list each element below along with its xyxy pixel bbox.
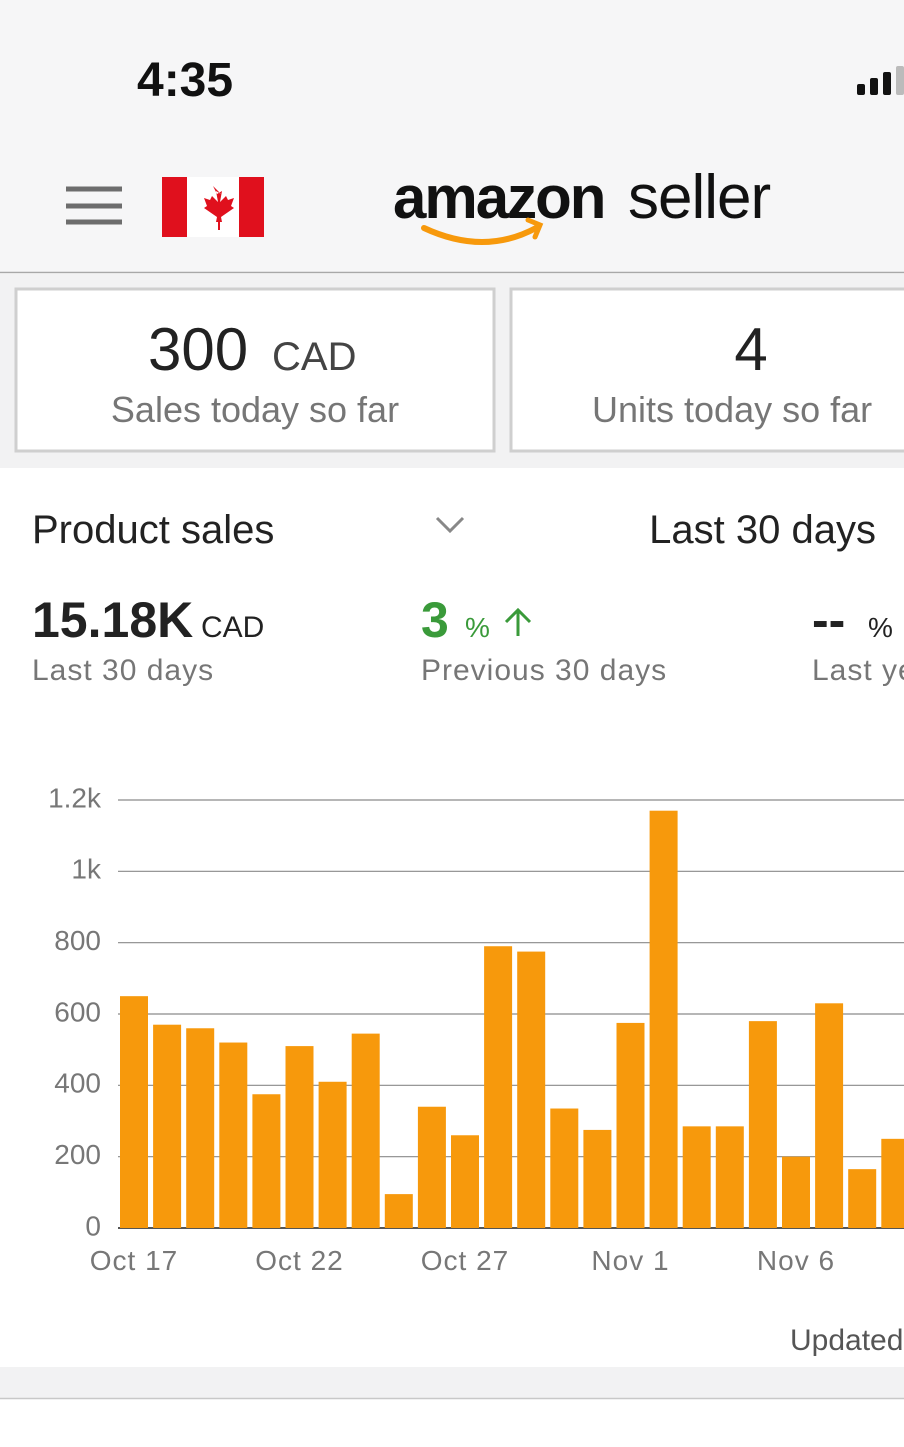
yoy-unit: % <box>868 612 893 643</box>
units-card[interactable] <box>509 287 904 453</box>
y-tick-label: 600 <box>54 996 101 1027</box>
bar <box>616 1022 645 1228</box>
total-value: 15.18K <box>32 592 193 648</box>
bar <box>649 810 678 1228</box>
change-value: 3 <box>421 592 449 648</box>
bar <box>451 1135 479 1228</box>
y-tick-label: 200 <box>54 1139 101 1170</box>
bar <box>153 1024 182 1228</box>
bar <box>417 1106 446 1228</box>
bar <box>219 1042 248 1228</box>
chart: 0 200 400 600 800 1k 1.2k Oct 17 Oct 22 Oct 27 Nov… <box>48 782 904 1276</box>
x-tick-label: Oct 22 <box>255 1245 343 1276</box>
yoy-value: -- <box>812 592 845 648</box>
y-tick-label: 1k <box>71 854 102 885</box>
logo-light: seller <box>628 163 771 232</box>
bar <box>550 1108 579 1228</box>
metric-select[interactable]: Product sales <box>32 508 274 552</box>
chevron-down[interactable] <box>435 516 465 534</box>
logo-bold: amazon <box>393 164 604 231</box>
total-unit: CAD <box>201 611 264 644</box>
change-label: Previous 30 days <box>421 654 667 687</box>
bar <box>285 1046 314 1228</box>
bar <box>715 1126 744 1228</box>
x-tick-label: Nov 6 <box>757 1245 835 1276</box>
bar <box>881 1138 904 1228</box>
card-value: 300 <box>148 316 248 383</box>
bar <box>583 1129 612 1228</box>
period-select[interactable]: Last 30 days <box>649 508 876 552</box>
yoy-label: Last year <box>812 654 904 687</box>
bar <box>384 1194 413 1228</box>
y-tick-label: 400 <box>54 1068 101 1099</box>
logo: amazon seller <box>393 163 772 245</box>
bar <box>186 1028 215 1228</box>
x-tick-label: Oct 17 <box>90 1245 178 1276</box>
total-label: Last 30 days <box>32 654 214 687</box>
bar <box>120 996 148 1228</box>
bar <box>815 1003 844 1228</box>
bar <box>748 1021 777 1228</box>
card-label: Sales today so far <box>111 389 399 430</box>
bar <box>252 1094 281 1228</box>
y-tick-label: 0 <box>85 1210 101 1241</box>
bottom-band <box>0 1367 904 1398</box>
bar <box>682 1126 711 1228</box>
clock: 4:35 <box>137 54 233 107</box>
bar <box>484 946 513 1228</box>
x-tick-label: Oct 27 <box>421 1245 509 1276</box>
card-unit: CAD <box>272 335 356 379</box>
y-tick-label: 1.2k <box>48 782 102 813</box>
x-tick-label: Nov 1 <box>591 1245 669 1276</box>
change-unit: % <box>465 612 490 643</box>
bar <box>848 1169 877 1228</box>
bar <box>351 1033 380 1228</box>
card-value: 4 <box>734 316 767 383</box>
menu-button[interactable] <box>66 186 122 225</box>
top-bar <box>0 0 904 272</box>
y-tick-label: 800 <box>54 925 101 956</box>
sales-card[interactable] <box>14 287 496 453</box>
card-label: Units today so far <box>592 389 872 430</box>
bar <box>782 1156 810 1228</box>
updated-text: Updated <box>790 1324 903 1357</box>
bar <box>318 1081 347 1228</box>
up-arrow <box>504 607 532 636</box>
signal-icon <box>857 66 904 95</box>
bar <box>517 951 546 1228</box>
flag-button[interactable] <box>162 177 264 237</box>
